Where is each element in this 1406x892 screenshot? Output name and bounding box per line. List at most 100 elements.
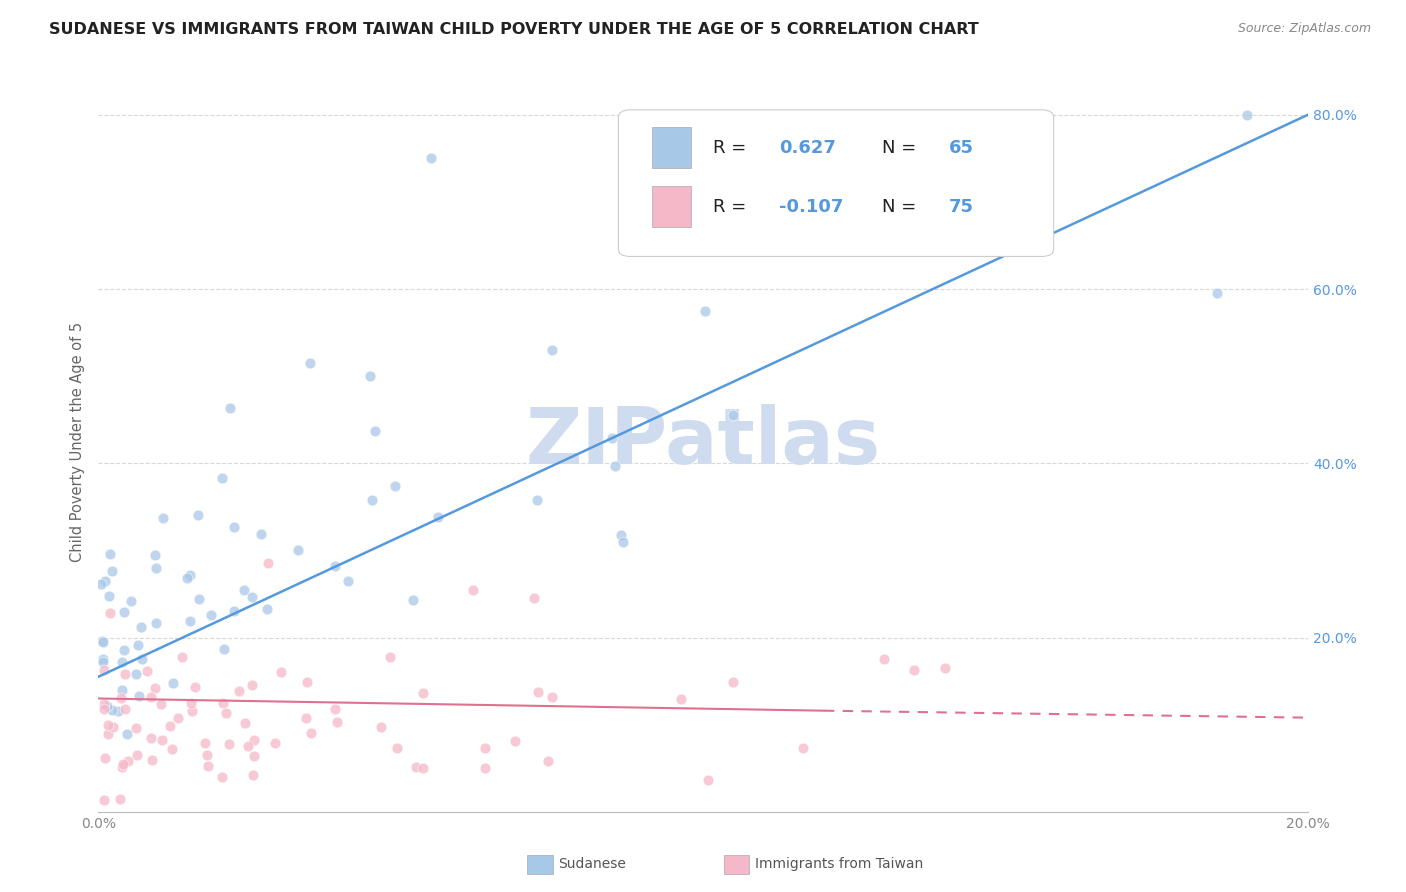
Point	[115, 727, 138, 741]
Point	[233, 582, 256, 597]
Point	[1236, 108, 1258, 122]
Point	[152, 511, 174, 525]
Point	[107, 704, 129, 718]
Point	[503, 733, 526, 747]
Point	[218, 737, 240, 751]
Point	[215, 706, 238, 721]
Point	[176, 570, 198, 584]
Point	[93, 793, 115, 807]
Point	[97, 718, 120, 732]
Text: N =: N =	[882, 138, 922, 157]
Point	[117, 754, 139, 768]
Point	[224, 520, 246, 534]
Point	[526, 492, 548, 507]
Point	[697, 772, 720, 787]
FancyBboxPatch shape	[652, 127, 690, 168]
Point	[125, 722, 148, 736]
Point	[160, 742, 183, 756]
Point	[723, 409, 745, 423]
Point	[101, 564, 124, 578]
Point	[97, 727, 120, 741]
Point	[93, 655, 115, 669]
Point	[179, 568, 201, 582]
Point	[170, 650, 193, 665]
Point	[94, 574, 117, 588]
Point	[474, 760, 496, 774]
Point	[541, 690, 564, 704]
Point	[180, 697, 202, 711]
Point	[112, 605, 135, 619]
Point	[256, 602, 278, 616]
Point	[91, 652, 114, 666]
Point	[228, 684, 250, 698]
Point	[360, 369, 382, 384]
Point	[139, 731, 162, 745]
Point	[108, 791, 131, 805]
Text: R =: R =	[713, 138, 752, 157]
Point	[250, 526, 273, 541]
Point	[287, 543, 309, 558]
Point	[242, 768, 264, 782]
Point	[125, 747, 148, 762]
Point	[873, 652, 896, 666]
Point	[179, 614, 201, 628]
Point	[337, 574, 360, 588]
Point	[111, 760, 134, 774]
Point	[145, 560, 167, 574]
Point	[141, 753, 163, 767]
Point	[238, 739, 260, 753]
Point	[219, 401, 242, 416]
Point	[197, 759, 219, 773]
Point	[200, 608, 222, 623]
Point	[792, 740, 814, 755]
Point	[112, 756, 135, 771]
Point	[93, 697, 115, 711]
Point	[474, 741, 496, 756]
Point	[93, 663, 115, 677]
Point	[405, 760, 427, 774]
FancyBboxPatch shape	[619, 110, 1053, 257]
Point	[609, 527, 631, 541]
Point	[101, 720, 124, 734]
Point	[540, 343, 562, 357]
Point	[426, 510, 449, 524]
Point	[364, 425, 387, 439]
Point	[101, 703, 124, 717]
Point	[145, 616, 167, 631]
Point	[159, 719, 181, 733]
Point	[240, 591, 263, 605]
Point	[721, 674, 744, 689]
Point	[100, 547, 122, 561]
Point	[149, 697, 172, 711]
Point	[243, 732, 266, 747]
Point	[112, 643, 135, 657]
Point	[143, 681, 166, 696]
Point	[612, 535, 634, 549]
Point	[233, 716, 256, 731]
Point	[295, 711, 318, 725]
Point	[94, 751, 117, 765]
Point	[110, 683, 132, 698]
Point	[412, 761, 434, 775]
Point	[370, 720, 392, 734]
Point	[420, 152, 443, 166]
Point	[162, 676, 184, 690]
Point	[671, 691, 693, 706]
Point	[195, 747, 218, 762]
Point	[523, 591, 546, 606]
Point	[212, 696, 235, 710]
Text: Immigrants from Taiwan: Immigrants from Taiwan	[755, 857, 924, 871]
Point	[129, 620, 152, 634]
Point	[387, 741, 409, 756]
Point	[91, 635, 114, 649]
Point	[98, 607, 121, 621]
Point	[299, 356, 322, 370]
Point	[463, 582, 485, 597]
Point	[631, 212, 654, 227]
Point	[384, 479, 406, 493]
Point	[211, 471, 233, 485]
Point	[114, 702, 136, 716]
Point	[96, 698, 118, 713]
Point	[187, 508, 209, 522]
Point	[143, 548, 166, 562]
